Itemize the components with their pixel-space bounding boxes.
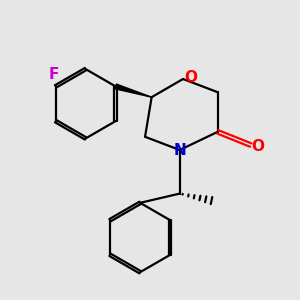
- Text: O: O: [251, 139, 265, 154]
- Text: N: N: [174, 143, 187, 158]
- Text: O: O: [184, 70, 197, 85]
- Polygon shape: [115, 84, 152, 97]
- Text: F: F: [49, 68, 59, 82]
